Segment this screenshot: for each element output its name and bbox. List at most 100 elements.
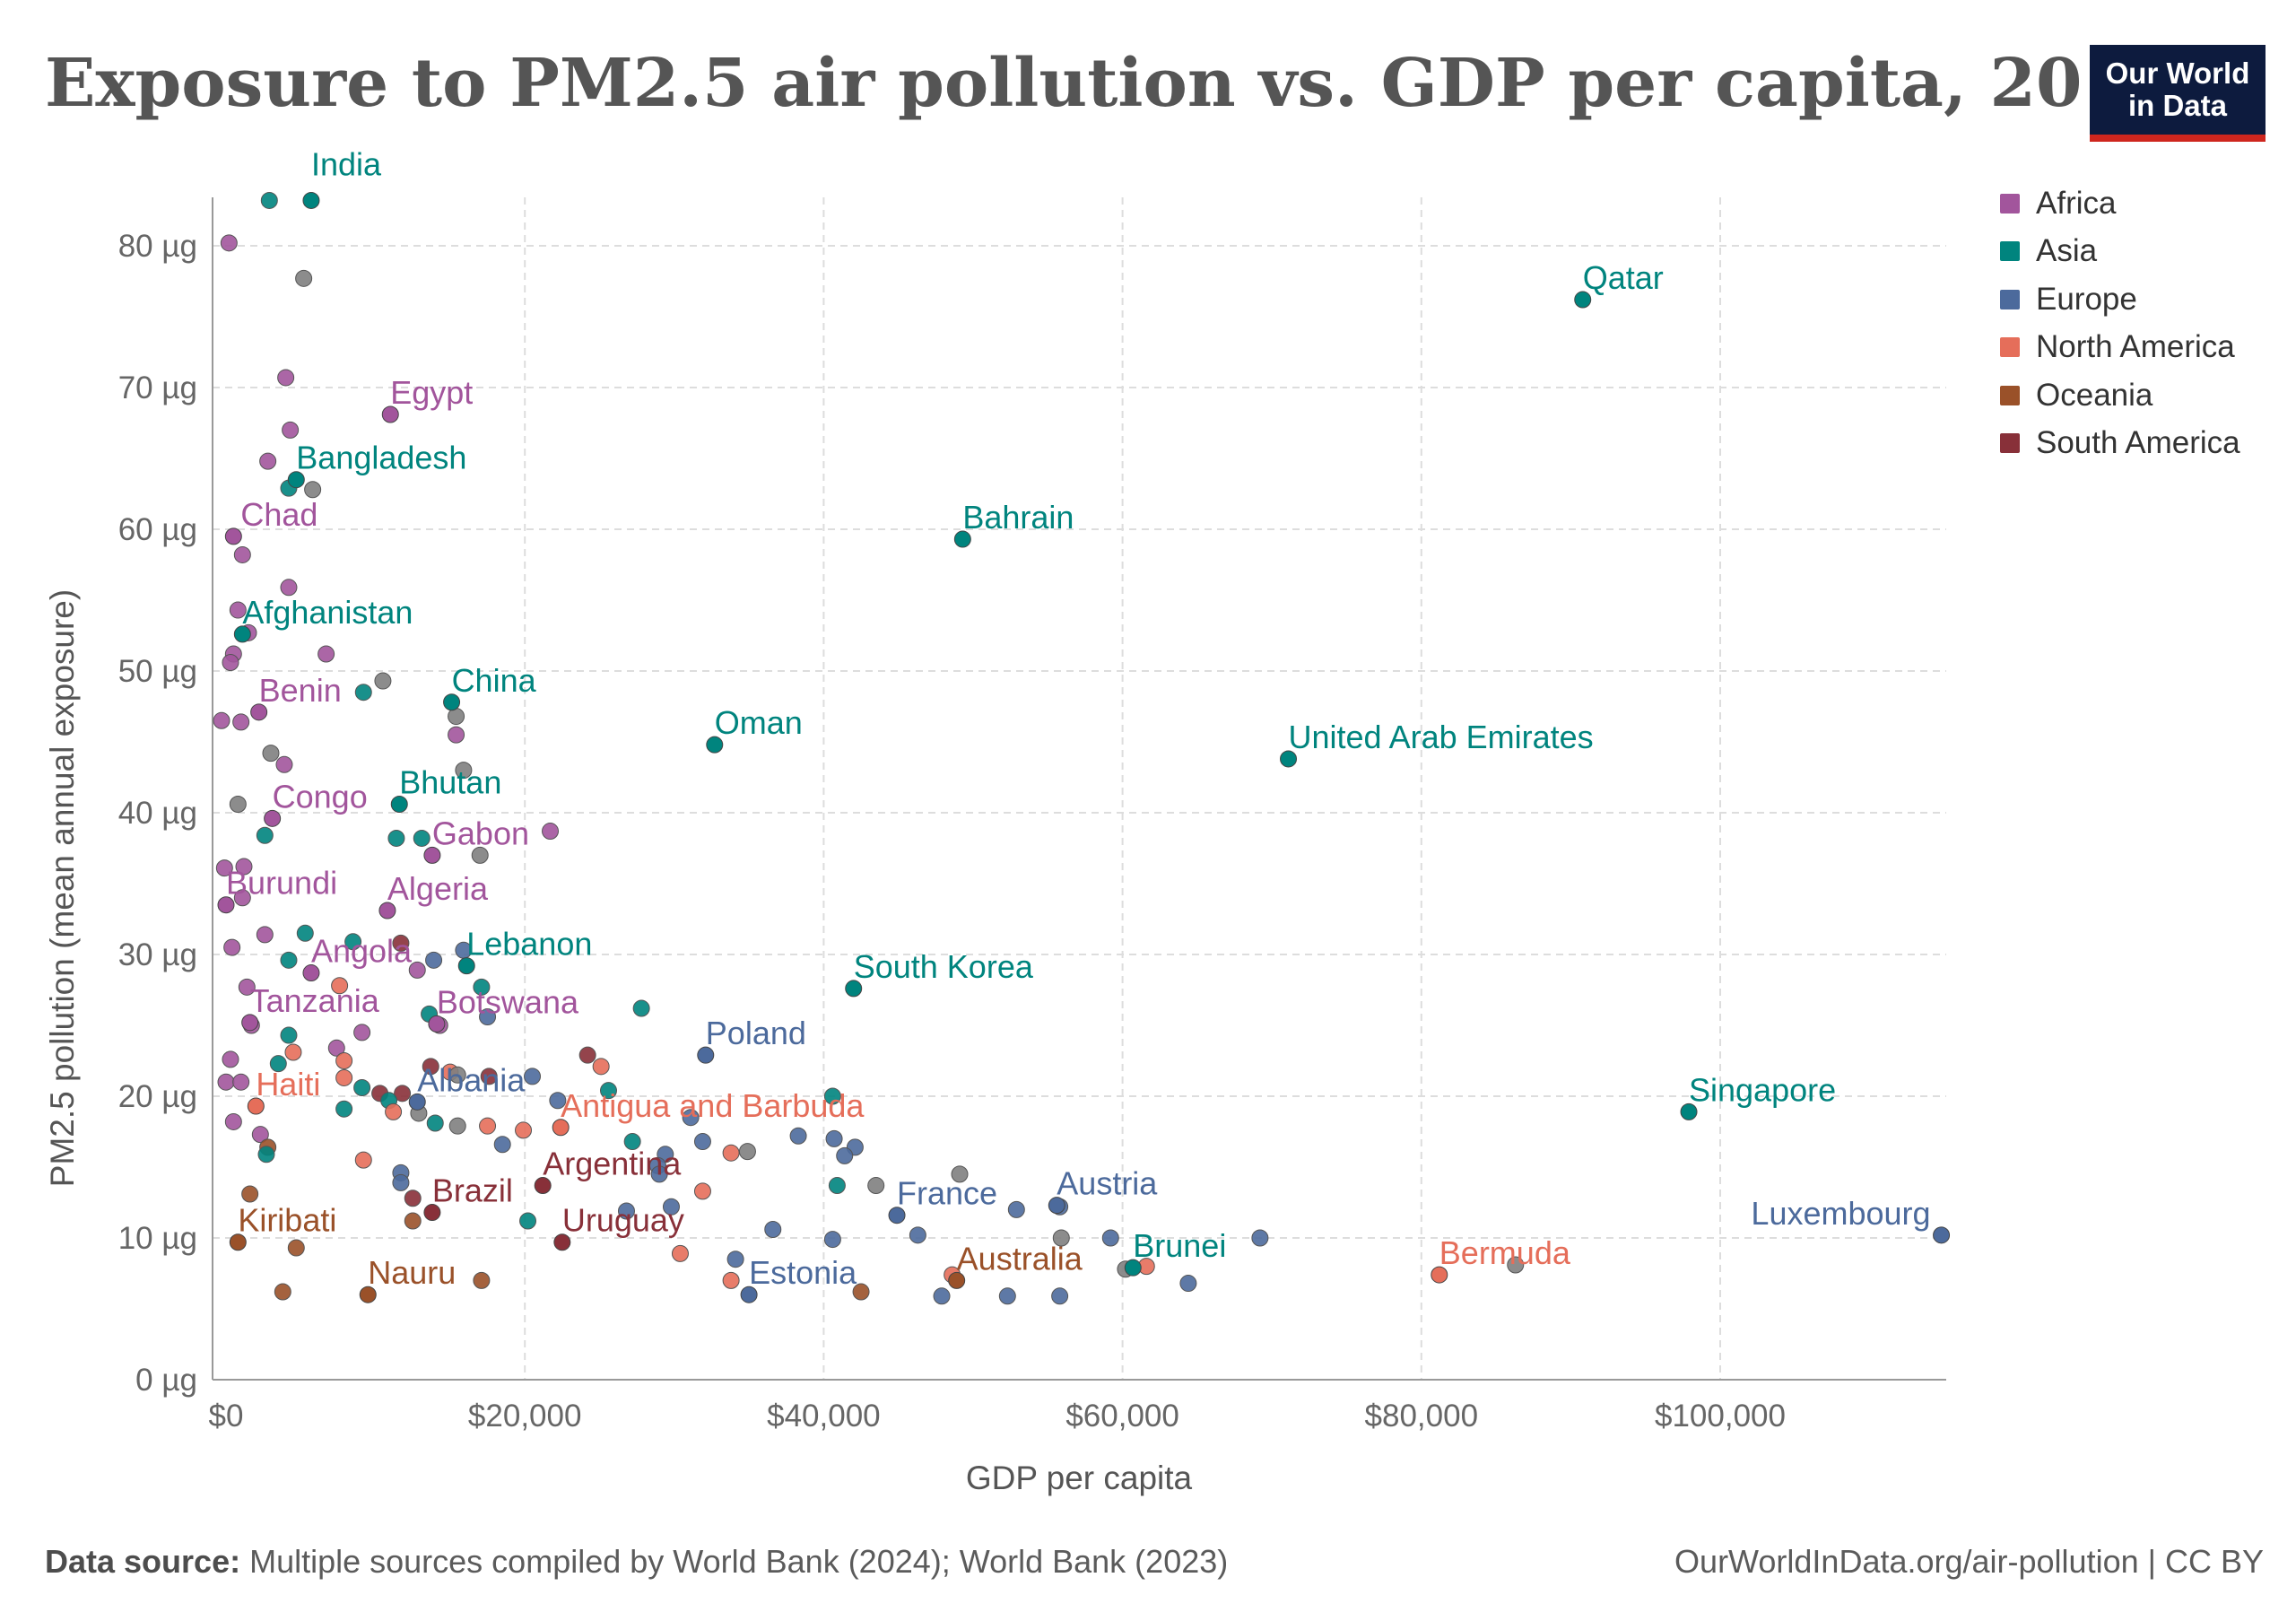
- legend-item-asia[interactable]: Asia: [2000, 228, 2240, 276]
- point-label-gabon: Gabon: [432, 815, 529, 851]
- data-point: [233, 889, 251, 907]
- data-point: [262, 745, 280, 763]
- data-point: [764, 1221, 782, 1239]
- data-point-egypt: [381, 405, 399, 423]
- data-point: [693, 1182, 711, 1200]
- data-point-oman: [706, 736, 724, 754]
- data-point: [232, 713, 250, 731]
- legend-swatch: [2000, 433, 2020, 454]
- point-label-brazil: Brazil: [432, 1172, 513, 1209]
- data-point: [223, 938, 241, 956]
- data-point-tanzania: [241, 1014, 259, 1032]
- data-point: [471, 846, 489, 864]
- data-point: [327, 1039, 345, 1057]
- point-label-south-korea: South Korea: [854, 948, 1034, 985]
- point-label-albania: Albania: [417, 1061, 526, 1098]
- point-label-france: France: [897, 1175, 997, 1212]
- source-url-link[interactable]: OurWorldInData.org/air-pollution | CC BY: [1674, 1543, 2264, 1580]
- point-label-bahrain: Bahrain: [962, 499, 1074, 536]
- legend-item-africa[interactable]: Africa: [2000, 179, 2240, 228]
- data-point: [426, 1114, 444, 1132]
- data-point: [257, 1146, 275, 1163]
- point-label-estonia: Estonia: [749, 1254, 857, 1291]
- data-point: [473, 978, 491, 996]
- data-point: [617, 1202, 635, 1220]
- data-point: [524, 1068, 542, 1085]
- data-point-afghanistan: [233, 625, 251, 643]
- data-point: [823, 1087, 841, 1105]
- data-point: [479, 1008, 497, 1026]
- data-source-text: Multiple sources compiled by World Bank …: [240, 1543, 1229, 1580]
- x-tick-label: $0: [209, 1399, 244, 1434]
- y-tick-label: 0 µg: [135, 1363, 197, 1398]
- point-label-haiti: Haiti: [256, 1066, 320, 1102]
- legend-item-south-america[interactable]: South America: [2000, 420, 2240, 468]
- legend-label: South America: [2036, 425, 2240, 461]
- y-axis-label: PM2.5 pollution (mean annual exposure): [44, 589, 81, 1187]
- x-tick-label: $40,000: [767, 1399, 881, 1434]
- data-point: [1251, 1229, 1269, 1247]
- point-label-bermuda: Bermuda: [1439, 1234, 1571, 1271]
- point-label-bangladesh: Bangladesh: [296, 440, 466, 476]
- data-point: [425, 951, 443, 969]
- legend-label: Europe: [2036, 281, 2137, 317]
- point-label-india: India: [311, 145, 382, 182]
- data-point-china: [443, 693, 461, 711]
- legend-swatch: [2000, 193, 2020, 214]
- data-point: [623, 1133, 641, 1151]
- data-point: [251, 1126, 269, 1144]
- y-tick-label: 30 µg: [118, 937, 197, 972]
- point-label-bhutan: Bhutan: [399, 764, 501, 801]
- owid-logo[interactable]: Our World in Data: [2090, 45, 2266, 142]
- data-point: [335, 1052, 353, 1069]
- point-label-uruguay: Uruguay: [562, 1202, 684, 1239]
- logo-accent-bar: [2090, 135, 2266, 142]
- data-point-australia: [948, 1271, 966, 1289]
- data-point: [224, 1112, 242, 1130]
- data-point: [828, 1177, 846, 1195]
- y-tick-label: 50 µg: [118, 654, 197, 689]
- legend: Africa Asia Europe North America Oceania Sout…: [2000, 179, 2240, 467]
- data-point: [722, 1144, 740, 1162]
- y-tick-label: 60 µg: [118, 512, 197, 547]
- data-point-benin: [250, 703, 268, 721]
- data-point: [215, 859, 233, 877]
- data-point-united-arab-emirates: [1280, 750, 1298, 768]
- data-point: [480, 1068, 498, 1085]
- point-label-tanzania: Tanzania: [250, 982, 380, 1019]
- data-point: [229, 601, 247, 619]
- y-tick-label: 10 µg: [118, 1221, 197, 1256]
- point-label-qatar: Qatar: [1583, 259, 1664, 296]
- data-point: [217, 1073, 235, 1091]
- point-label-lebanon: Lebanon: [466, 926, 592, 963]
- data-point: [235, 858, 253, 876]
- data-point: [222, 654, 239, 672]
- legend-item-europe[interactable]: Europe: [2000, 275, 2240, 324]
- data-point: [662, 1198, 680, 1216]
- data-point: [448, 726, 465, 744]
- data-point: [282, 421, 300, 439]
- legend-item-north-america[interactable]: North America: [2000, 324, 2240, 372]
- point-label-botswana: Botswana: [437, 983, 579, 1020]
- data-point-nauru: [359, 1285, 377, 1303]
- legend-item-oceania[interactable]: Oceania: [2000, 371, 2240, 420]
- point-label-poland: Poland: [706, 1015, 806, 1051]
- data-point: [331, 977, 349, 995]
- data-point: [650, 1165, 668, 1183]
- data-point: [789, 1127, 807, 1145]
- data-point: [274, 1283, 291, 1301]
- legend-label: Asia: [2036, 233, 2098, 269]
- point-labels: India Qatar Egypt Bangladesh Chad Bahrain Afgh…: [226, 145, 1931, 1291]
- y-tick-label: 80 µg: [118, 229, 197, 264]
- data-point: [233, 545, 251, 563]
- data-point: [867, 1177, 885, 1195]
- data-point: [1051, 1287, 1069, 1305]
- legend-swatch: [2000, 337, 2020, 358]
- data-point: [852, 1283, 870, 1301]
- data-point: [259, 452, 277, 470]
- point-label-egypt: Egypt: [390, 374, 473, 411]
- logo-line-1: Our World: [2105, 57, 2250, 90]
- data-point-south-korea: [845, 980, 863, 998]
- x-tick-label: $100,000: [1655, 1399, 1786, 1434]
- legend-swatch: [2000, 289, 2020, 309]
